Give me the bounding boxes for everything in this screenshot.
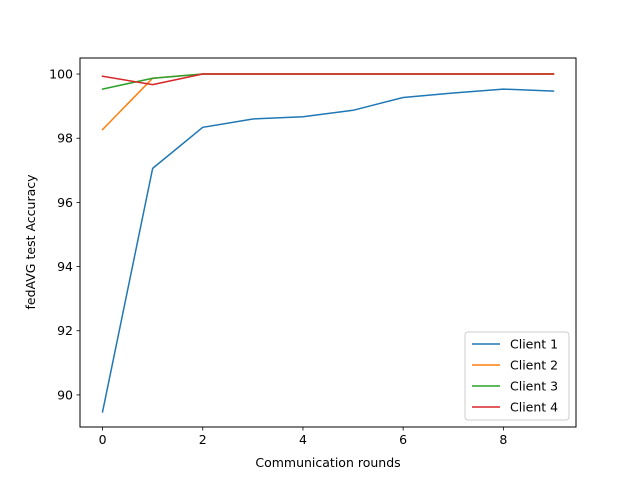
plot-frame [79, 57, 577, 428]
series-line-client-4 [101, 73, 555, 86]
legend-box [464, 331, 570, 421]
x-tick-label: 2 [199, 432, 207, 447]
x-tick-label: 8 [499, 432, 507, 447]
legend-label-client-3: Client 3 [510, 379, 558, 394]
y-tick-label: 92 [57, 323, 73, 338]
legend: Client 1 Client 2 Client 3 Client 4 [464, 331, 570, 421]
legend-label-client-4: Client 4 [510, 400, 558, 415]
x-tick-label: 6 [399, 432, 407, 447]
legend-label-client-1: Client 1 [510, 337, 558, 352]
x-axis-label: Communication rounds [255, 455, 400, 470]
y-tick-label: 96 [57, 195, 73, 210]
x-axis-ticks: 0 2 4 6 8 [99, 427, 507, 447]
y-tick-label: 100 [49, 67, 73, 82]
series-line-client-1 [101, 88, 555, 413]
y-tick-label: 94 [57, 259, 73, 274]
y-tick-label: 90 [57, 387, 73, 402]
y-tick-label: 98 [57, 131, 73, 146]
y-axis-label: fedAVG test Accuracy [23, 174, 38, 310]
y-axis-ticks: 90 92 94 96 98 100 [49, 67, 80, 402]
series-layer [101, 73, 555, 413]
legend-label-client-2: Client 2 [510, 358, 558, 373]
x-tick-label: 0 [99, 432, 107, 447]
x-tick-label: 4 [299, 432, 307, 447]
